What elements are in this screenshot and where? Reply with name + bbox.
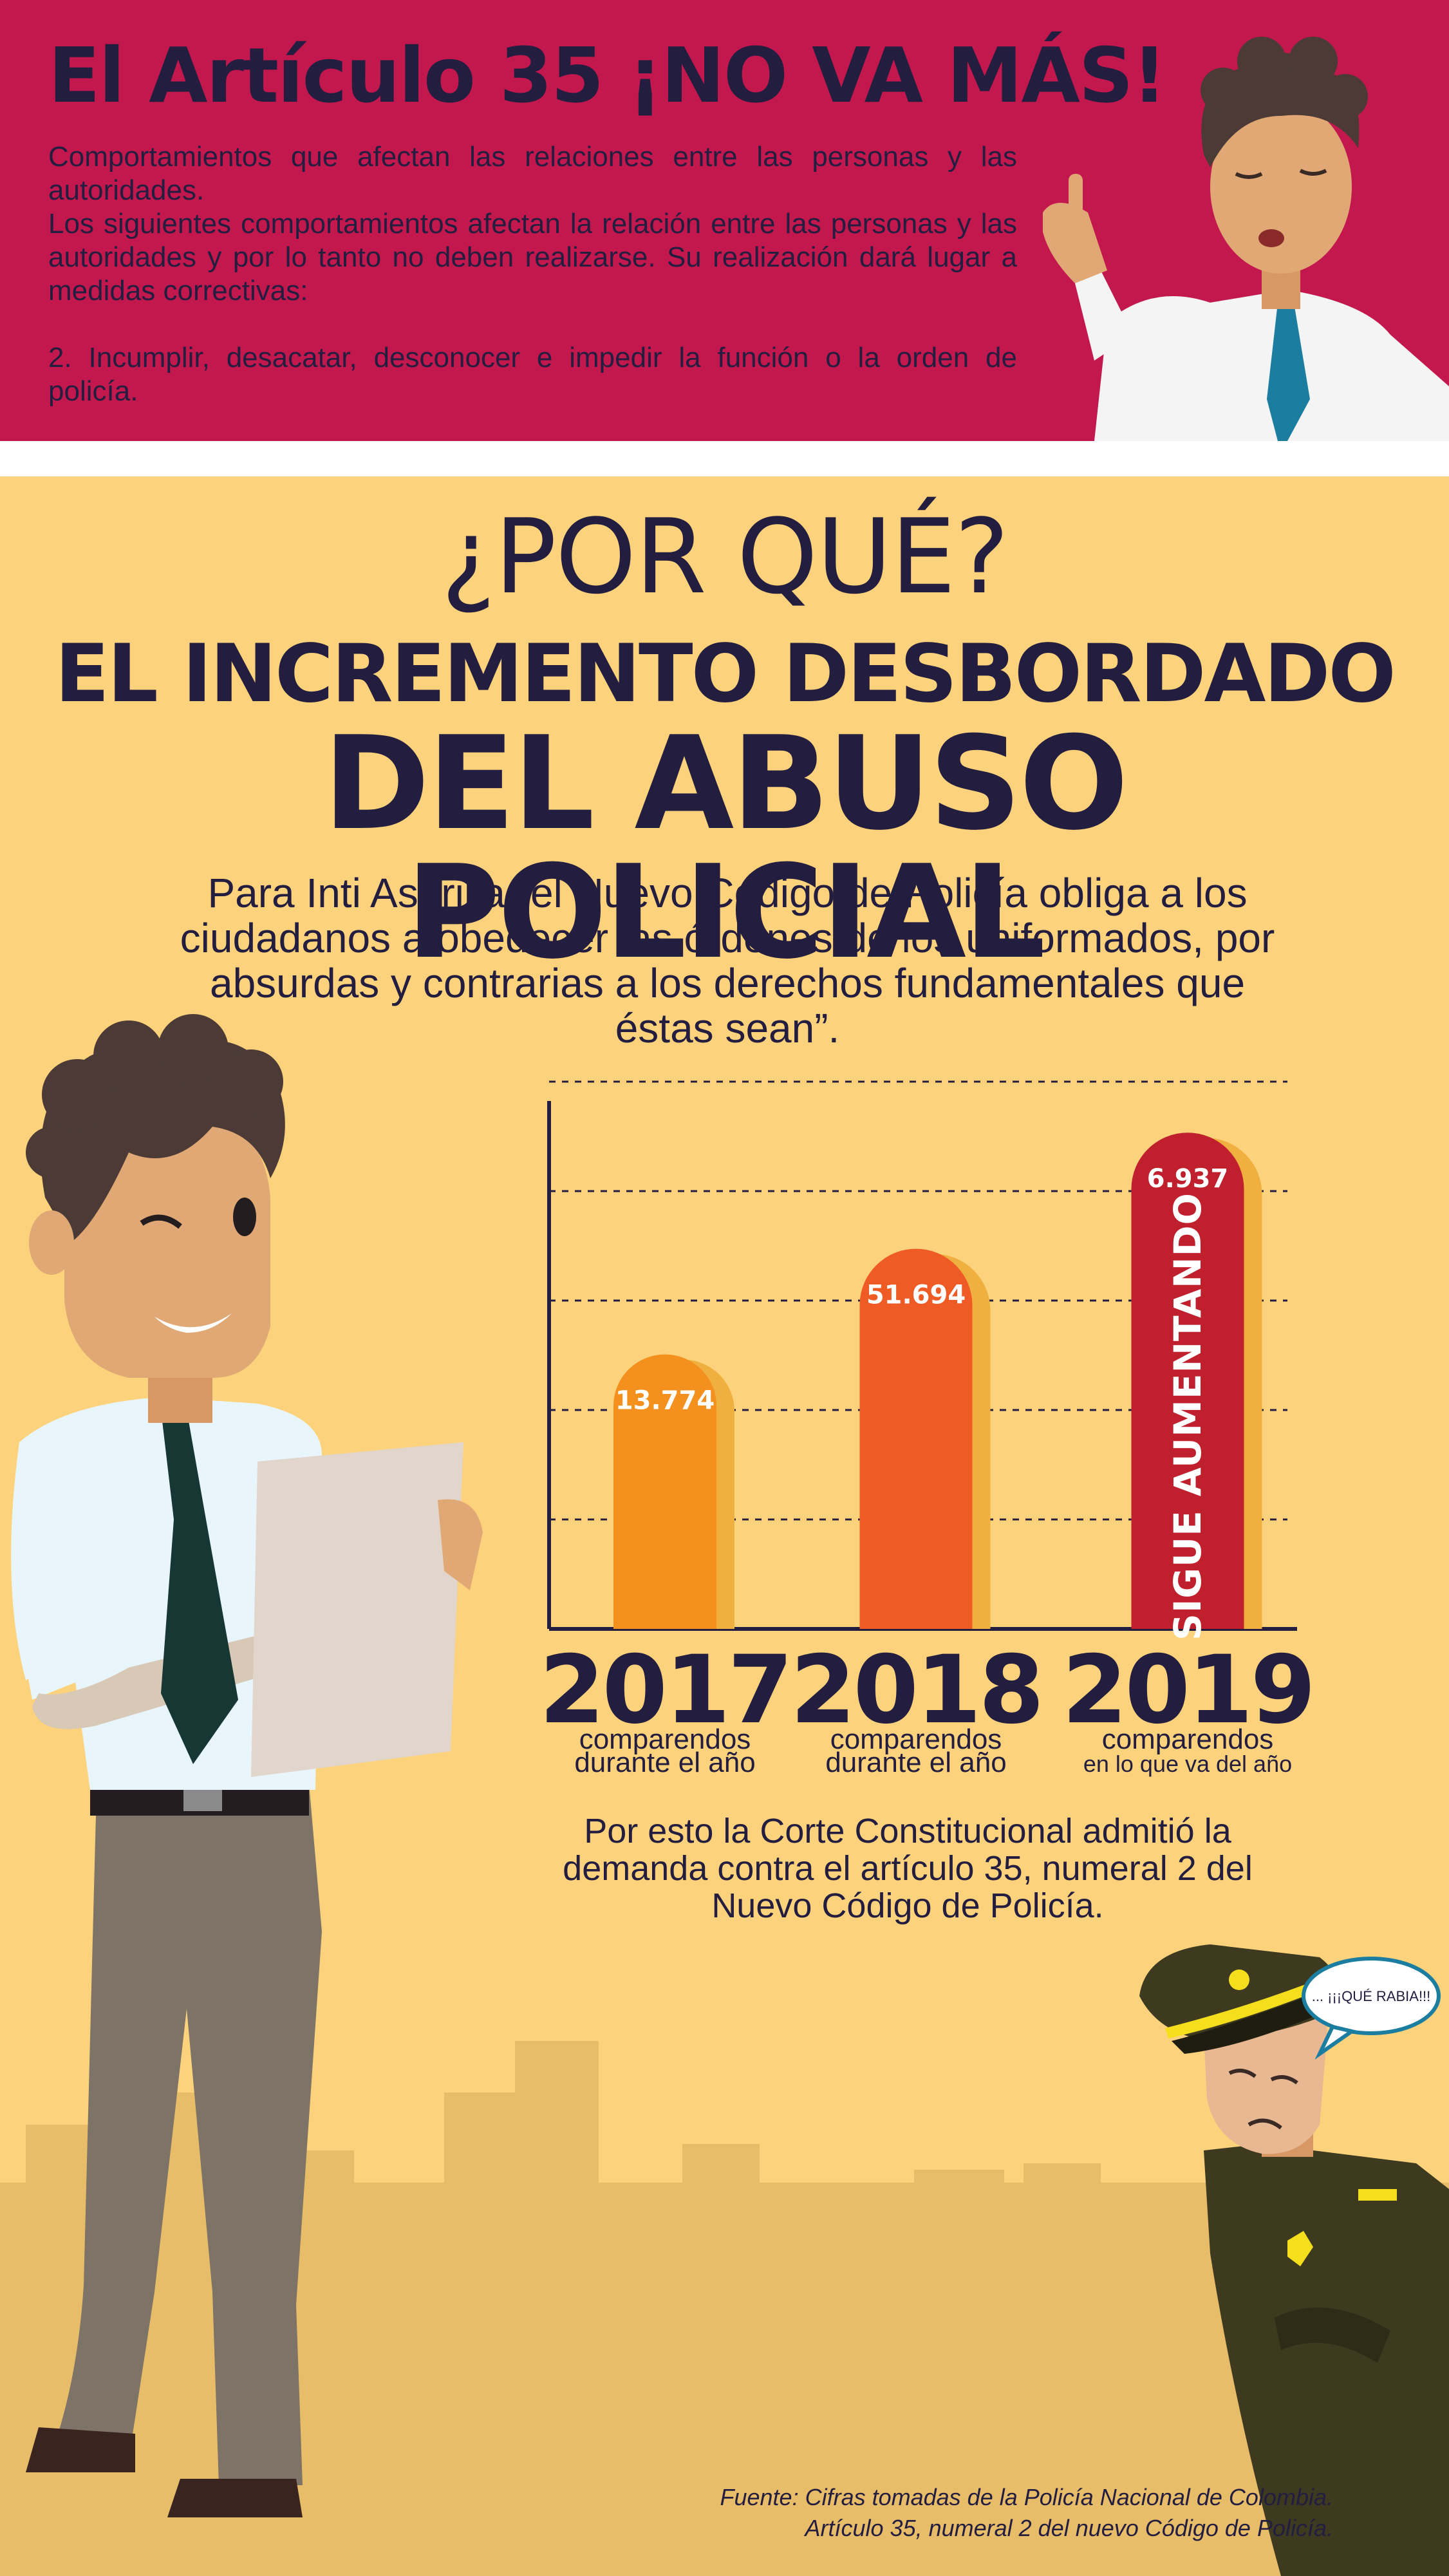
heading-abuso-policial: DEL ABUSO POLICIAL xyxy=(323,709,1128,988)
closing-text: Por esto la Corte Constitucional admitió… xyxy=(563,1812,1253,1925)
speaker-character-illustration xyxy=(1043,37,1449,441)
banner-paragraph-1: Comportamientos que afectan las relacion… xyxy=(48,141,1017,206)
police-officer-illustration: ... ¡¡¡QUÉ RABIA!!! xyxy=(1139,1944,1449,2576)
heading-incremento: EL INCREMENTO DESBORDADO xyxy=(55,628,1396,720)
source-line-1: Fuente: Cifras tomadas de la Policía Nac… xyxy=(720,2484,1334,2510)
banner-text: Comportamientos que afectan las relacion… xyxy=(48,140,1017,408)
speech-bubble-text: ... ¡¡¡QUÉ RABIA!!! xyxy=(1312,1988,1431,2004)
winking-man-illustration xyxy=(11,1014,483,2517)
quote-text: Para Inti Asprilla “el Nuevo Código de P… xyxy=(180,870,1275,1051)
banner-title: El Artículo 35 ¡NO VA MÁS! xyxy=(48,31,1167,120)
top-banner: El Artículo 35 ¡NO VA MÁS! Comportamient… xyxy=(0,0,1449,441)
source-line-2: Artículo 35, numeral 2 del nuevo Código … xyxy=(805,2515,1334,2541)
heading-por-que: ¿POR QUÉ? xyxy=(441,496,1009,617)
banner-paragraph-3: 2. Incumplir, desacatar, desconocer e im… xyxy=(48,342,1017,407)
source-note: Fuente: Cifras tomadas de la Policía Nac… xyxy=(303,2482,1334,2544)
banner-paragraph-2: Los siguientes comportamientos afectan l… xyxy=(48,208,1017,306)
